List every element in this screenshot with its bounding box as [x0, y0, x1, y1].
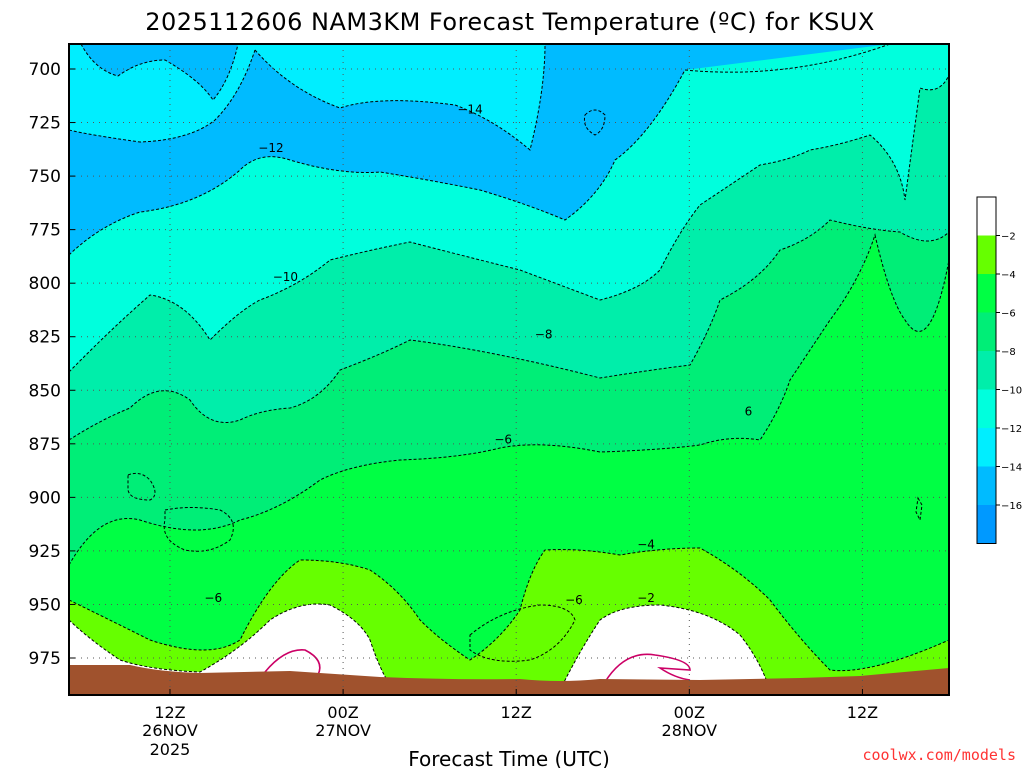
contour-island-e [915, 496, 923, 522]
contour-island-a [163, 507, 234, 552]
colorbar: −2 −4 −6 −8 −10 −12 −14 −16 [976, 196, 1022, 544]
y-axis: 700 725 750 775 800 825 850 875 900 925 950 975 [29, 60, 75, 669]
grid-lines [69, 44, 949, 695]
colorbar-swatch [977, 312, 996, 351]
zero-isotherm-left [264, 649, 321, 676]
contour-label: −8 [535, 328, 553, 342]
contour-label: −14 [457, 103, 482, 117]
contour-label: 6 [745, 405, 753, 419]
colorbar-swatch [977, 466, 996, 505]
contour-label: −6 [494, 433, 512, 447]
contour-minus8 [69, 219, 949, 441]
colorbar-label: −16 [1001, 501, 1022, 512]
y-tick-label: 825 [29, 328, 61, 348]
colorbar-frame [976, 196, 997, 544]
y-tick-label: 850 [29, 381, 61, 401]
contour-minus14 [80, 44, 546, 151]
x-tick-label: 27NOV [315, 721, 371, 740]
contour-label: −4 [637, 537, 655, 551]
contour-labels: −14 −12 −10 −8 −6 6 −6 −6 −4 −2 [204, 103, 753, 607]
colorbar-swatch [977, 197, 996, 236]
colorbar-swatch [977, 235, 996, 274]
x-tick-label: 12Z [847, 703, 878, 722]
y-tick-label: 800 [29, 274, 61, 294]
colorbar-label: −4 [1001, 270, 1016, 281]
x-tick-label: 12Z [154, 703, 185, 722]
plot-area [69, 44, 949, 695]
zero-isotherm-right [604, 653, 691, 683]
x-tick-label: 00Z [327, 703, 358, 722]
chart-title: 2025112606 NAM3KM Forecast Temperature (… [145, 8, 875, 36]
colorbar-label: −8 [1001, 347, 1016, 358]
x-tick-label: 12Z [501, 703, 532, 722]
y-tick-label: 700 [29, 60, 61, 80]
contour-label: −2 [637, 591, 655, 605]
colorbar-label: −2 [1001, 232, 1016, 243]
contour-label: −12 [258, 141, 283, 155]
colorbar-label: −12 [1001, 424, 1022, 435]
credit-text: coolwx.com/models [862, 746, 1016, 764]
y-tick-label: 750 [29, 167, 61, 187]
contour-lines [69, 44, 949, 691]
y-tick-label: 875 [29, 435, 61, 455]
colorbar-swatch [977, 274, 996, 313]
colorbar-label: −10 [1001, 386, 1022, 397]
x-tick-label: 00Z [674, 703, 705, 722]
contour-minus6-upper [69, 233, 949, 566]
y-tick-label: 775 [29, 221, 61, 241]
band-minus16-to-minus14 [69, 44, 545, 150]
x-tick-label: 28NOV [662, 721, 718, 740]
contour-label: −6 [565, 593, 583, 607]
y-tick-label: 975 [29, 649, 61, 669]
contour-minus10 [69, 74, 949, 373]
colorbar-label: −14 [1001, 463, 1022, 474]
colorbar-swatch [977, 505, 996, 544]
colorbar-swatch [977, 389, 996, 428]
contour-minus12 [69, 44, 891, 256]
contour-island-c [469, 604, 576, 662]
contour-island-d [584, 109, 606, 136]
colorbar-swatch [977, 428, 996, 467]
y-tick-label: 925 [29, 542, 61, 562]
y-tick-label: 950 [29, 595, 61, 615]
y-tick-label: 900 [29, 488, 61, 508]
x-axis-label: Forecast Time (UTC) [408, 747, 610, 768]
surface-terrain [69, 665, 949, 695]
plot-frame [68, 43, 950, 696]
colorbar-label: −6 [1001, 309, 1016, 320]
contour-minus6-lower [69, 547, 949, 672]
colorbar-swatch [977, 351, 996, 390]
contour-label: −10 [273, 270, 298, 284]
y-tick-label: 725 [29, 114, 61, 134]
contour-label: −6 [204, 591, 222, 605]
x-tick-label: 26NOV [142, 721, 198, 740]
contour-minus4 [69, 603, 771, 691]
zero-isotherm [264, 649, 691, 683]
x-tick-label: 2025 [150, 740, 191, 759]
contour-island-b [127, 472, 156, 501]
